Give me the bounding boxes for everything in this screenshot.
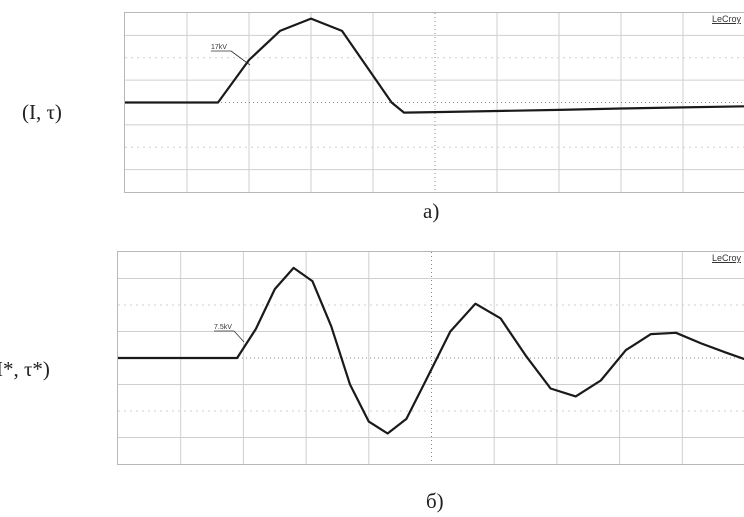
voltage-label-0: 17kV [211,44,227,51]
caption-b: б) [426,489,444,513]
voltage-label-leader-1 [233,330,245,343]
oscilloscope-panel-b: 7.5kV LeCroy [117,251,744,465]
caption-a: a) [423,199,440,223]
oscilloscope-chart-a: 17kV [125,13,744,192]
voltage-label-1: 7.5kV [214,324,232,331]
brand-label-a: LeCroy [711,14,741,24]
oscilloscope-chart-b: 7.5kV [118,252,744,464]
row-label-b: I*, τ*) [0,357,50,381]
waveform-line-1-0 [118,266,744,435]
brand-label-b: LeCroy [711,253,741,263]
oscilloscope-panel-a: 17kV LeCroy [124,12,744,193]
row-label-a: (I, τ) [22,100,62,124]
waveform-line-0-0 [125,17,744,114]
voltage-label-leader-0 [230,50,251,66]
